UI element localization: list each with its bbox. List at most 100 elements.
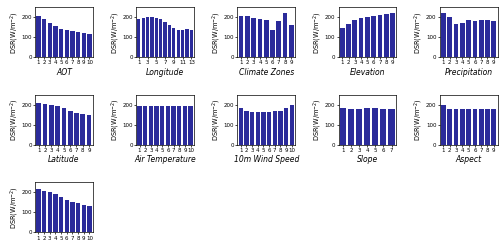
Bar: [146, 17, 149, 57]
Bar: [441, 105, 446, 145]
Bar: [176, 30, 180, 57]
Bar: [380, 109, 386, 145]
Bar: [472, 109, 477, 145]
Bar: [36, 103, 41, 145]
Bar: [183, 106, 187, 145]
Bar: [364, 108, 370, 145]
Bar: [250, 112, 254, 145]
Bar: [454, 24, 458, 57]
Bar: [160, 106, 164, 145]
Bar: [479, 20, 484, 57]
Bar: [190, 30, 193, 57]
Bar: [384, 14, 388, 57]
Bar: [80, 114, 85, 145]
Bar: [74, 113, 79, 145]
X-axis label: Slope: Slope: [357, 155, 378, 164]
Bar: [262, 112, 266, 145]
Bar: [168, 25, 171, 57]
Y-axis label: DSR(W/m$^{-2}$): DSR(W/m$^{-2}$): [312, 11, 324, 54]
Bar: [448, 109, 452, 145]
Bar: [186, 29, 188, 57]
Bar: [390, 13, 395, 57]
Bar: [460, 23, 464, 57]
Bar: [76, 203, 80, 232]
Bar: [258, 19, 262, 57]
Bar: [49, 105, 54, 145]
Bar: [238, 108, 243, 145]
Bar: [36, 16, 40, 57]
Bar: [177, 106, 182, 145]
Bar: [485, 109, 490, 145]
Bar: [245, 16, 250, 57]
Bar: [42, 19, 46, 57]
Bar: [159, 19, 162, 57]
Bar: [388, 109, 394, 145]
Bar: [48, 23, 52, 57]
Bar: [252, 18, 256, 57]
Bar: [282, 13, 288, 57]
Y-axis label: DSR(W/m$^{-2}$): DSR(W/m$^{-2}$): [312, 98, 324, 141]
Bar: [290, 105, 294, 145]
Bar: [256, 112, 260, 145]
Y-axis label: DSR(W/m$^{-2}$): DSR(W/m$^{-2}$): [8, 186, 20, 229]
Bar: [64, 200, 69, 232]
Bar: [267, 112, 271, 145]
X-axis label: Precipitation: Precipitation: [444, 68, 492, 76]
Bar: [54, 26, 58, 57]
Bar: [448, 17, 452, 57]
X-axis label: Aspect: Aspect: [456, 155, 481, 164]
Bar: [188, 106, 192, 145]
Bar: [365, 17, 370, 57]
Bar: [340, 28, 344, 57]
Bar: [68, 111, 72, 145]
Bar: [270, 30, 275, 57]
Y-axis label: DSR(W/m$^{-2}$): DSR(W/m$^{-2}$): [210, 98, 223, 141]
Bar: [88, 206, 92, 232]
Bar: [272, 111, 277, 145]
Y-axis label: DSR(W/m$^{-2}$): DSR(W/m$^{-2}$): [413, 11, 426, 54]
Bar: [492, 109, 496, 145]
Bar: [244, 111, 248, 145]
Y-axis label: DSR(W/m$^{-2}$): DSR(W/m$^{-2}$): [8, 11, 20, 54]
Bar: [356, 109, 362, 145]
Bar: [42, 104, 48, 145]
Bar: [166, 106, 170, 145]
Y-axis label: DSR(W/m$^{-2}$): DSR(W/m$^{-2}$): [110, 11, 122, 54]
Bar: [149, 106, 153, 145]
Bar: [56, 106, 60, 145]
Bar: [142, 18, 145, 57]
Bar: [150, 17, 154, 57]
Bar: [466, 109, 471, 145]
X-axis label: Latitude: Latitude: [48, 155, 80, 164]
X-axis label: Climate Zones: Climate Zones: [238, 68, 294, 76]
Bar: [460, 109, 464, 145]
X-axis label: Elevation: Elevation: [350, 68, 385, 76]
Bar: [181, 30, 184, 57]
Bar: [70, 31, 74, 57]
Bar: [479, 109, 484, 145]
Bar: [378, 15, 382, 57]
Bar: [239, 16, 244, 57]
Bar: [154, 106, 158, 145]
Bar: [36, 189, 40, 232]
Bar: [372, 108, 378, 145]
X-axis label: 10m Wind Speed: 10m Wind Speed: [234, 155, 299, 164]
Y-axis label: DSR(W/m$^{-2}$): DSR(W/m$^{-2}$): [8, 98, 20, 141]
Bar: [137, 19, 140, 57]
Bar: [82, 33, 86, 57]
Bar: [264, 20, 268, 57]
Bar: [59, 197, 63, 232]
Bar: [64, 30, 69, 57]
Bar: [276, 21, 281, 57]
Bar: [88, 34, 92, 57]
Bar: [284, 108, 288, 145]
X-axis label: Air Temperature: Air Temperature: [134, 155, 196, 164]
Bar: [466, 20, 471, 57]
X-axis label: Longitude: Longitude: [146, 68, 184, 76]
Bar: [164, 22, 166, 57]
Bar: [372, 16, 376, 57]
Bar: [48, 192, 52, 232]
Y-axis label: DSR(W/m$^{-2}$): DSR(W/m$^{-2}$): [413, 98, 426, 141]
Bar: [278, 111, 282, 145]
Bar: [154, 18, 158, 57]
